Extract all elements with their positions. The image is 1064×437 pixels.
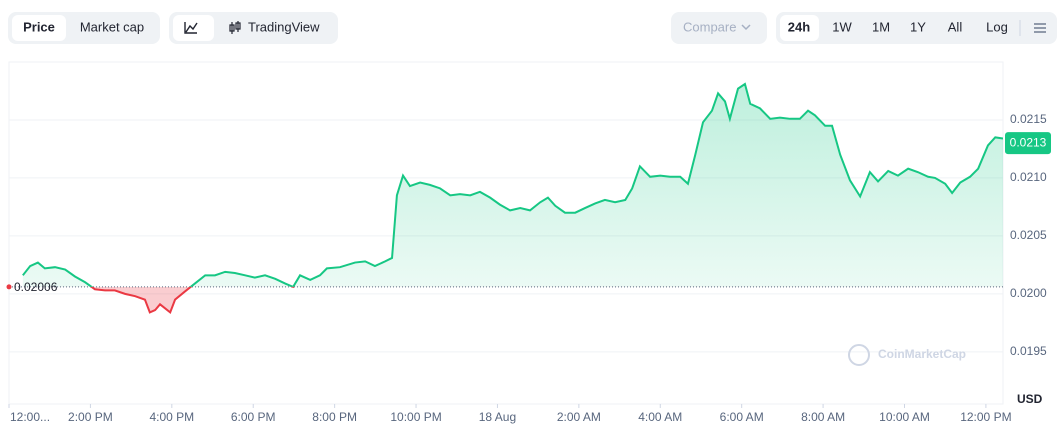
x-tick-label: 2:00 PM	[68, 410, 113, 424]
compare-button-bg[interactable]	[671, 12, 767, 44]
x-tick-label: 10:00 AM	[879, 410, 930, 424]
area-up	[22, 84, 1003, 287]
tab-market-cap[interactable]: Market cap	[80, 19, 144, 34]
x-tick-label: 18 Aug	[479, 410, 516, 424]
x-tick-label: 4:00 PM	[149, 410, 194, 424]
line-icon	[184, 22, 198, 34]
x-tick-label: 6:00 PM	[231, 410, 276, 424]
y-tick-label: 0.0210	[1010, 170, 1047, 184]
watermark-logo	[848, 344, 870, 366]
range-button[interactable]: 1M	[872, 19, 890, 34]
tradingview-button[interactable]: TradingView	[248, 19, 320, 34]
y-tick-label: 0.0195	[1010, 344, 1047, 358]
range-button[interactable]: All	[948, 19, 963, 34]
area-down	[91, 286, 191, 313]
range-button[interactable]: 1W	[832, 19, 852, 34]
x-tick-label: 12:00...	[10, 410, 50, 424]
y-tick-label: 0.0200	[1010, 286, 1047, 300]
settings-icon[interactable]	[1034, 23, 1046, 33]
log-button[interactable]: Log	[986, 19, 1008, 34]
toolbar: Price Market cap TradingView Compare 24h…	[8, 12, 1057, 44]
y-tick-label: 0.0205	[1010, 228, 1047, 242]
x-tick-label: 12:00 PM	[960, 410, 1011, 424]
current-price-box	[1005, 132, 1051, 155]
chevron	[741, 24, 751, 31]
range-button[interactable]: 1Y	[910, 19, 926, 34]
x-tick-label: 8:00 PM	[312, 410, 357, 424]
watermark: CoinMarketCap	[878, 347, 966, 361]
line-up	[22, 82, 1003, 287]
y-tick-label: 0.0215	[1010, 112, 1047, 126]
range-button[interactable]: 24h	[788, 19, 810, 34]
candle-icon	[229, 21, 241, 34]
tab-active[interactable]	[12, 15, 66, 41]
x-tick-label: 8:00 AM	[801, 410, 845, 424]
x-tick-label: 6:00 AM	[720, 410, 764, 424]
baseline-dot	[6, 284, 12, 290]
line-down	[89, 286, 295, 315]
range-group	[776, 12, 1057, 44]
tab-price[interactable]: Price	[23, 19, 55, 34]
axis-unit: USD	[1017, 392, 1043, 406]
x-tick-label: 2:00 AM	[557, 410, 601, 424]
baseline-label: 0.02006	[14, 280, 58, 294]
x-tick-label: 4:00 AM	[638, 410, 682, 424]
current-price-label: 0.0213	[1010, 135, 1047, 149]
compare-button[interactable]: Compare	[683, 19, 736, 34]
range-active[interactable]	[780, 15, 819, 41]
x-tick-label: 10:00 PM	[390, 410, 441, 424]
